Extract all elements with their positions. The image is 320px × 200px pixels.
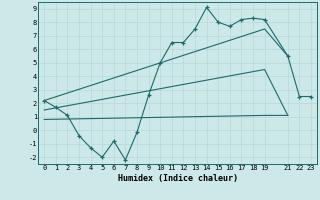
X-axis label: Humidex (Indice chaleur): Humidex (Indice chaleur) [118,174,238,183]
